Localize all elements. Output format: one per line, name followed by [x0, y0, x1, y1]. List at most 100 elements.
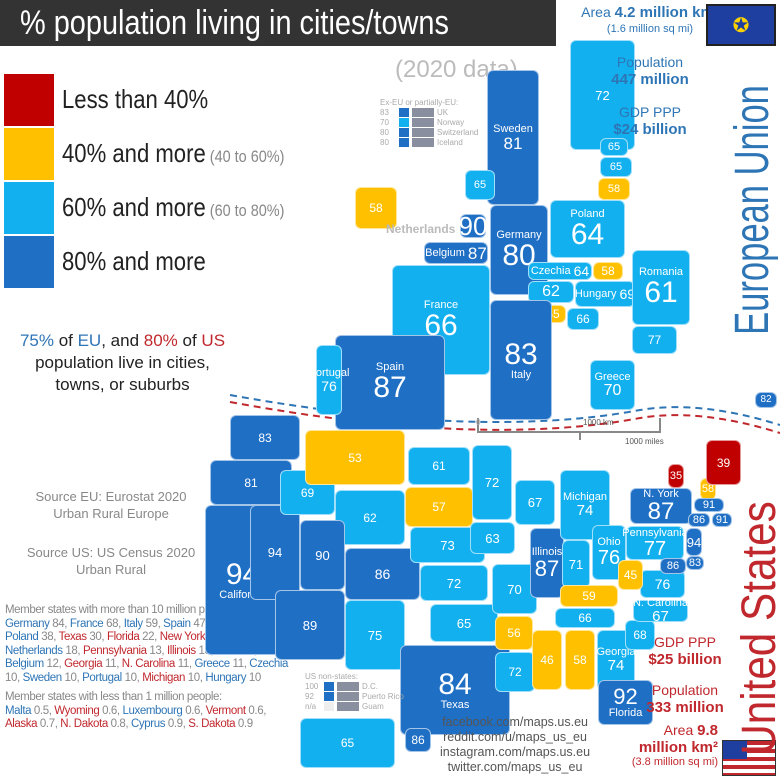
us-area-mi: (3.8 million sq mi): [631, 756, 718, 768]
eu-region-latvia: 65: [600, 157, 632, 177]
region-value: 69: [300, 485, 315, 500]
region-value: 76: [654, 576, 671, 592]
mini-row: 83 UK: [380, 108, 478, 118]
region-value: 56: [507, 626, 521, 640]
us-nonstates-legend: US non-states: 100 D.C. 92 Puerto Rico n/a Gua…: [305, 672, 404, 712]
mini-name: Puerto Rico: [362, 692, 404, 701]
member-name: N. Carolina: [121, 658, 176, 670]
region-value: 70: [603, 381, 622, 399]
eu-area-mi: (1.6 million sq mi): [606, 23, 694, 35]
source-us: Source US: US Census 2020 Urban Rural: [26, 545, 196, 577]
summary-text: 75% of EU, and 80% of US population live…: [15, 330, 230, 396]
mini-swatch: [324, 692, 334, 702]
mini-row: 92 Puerto Rico: [305, 692, 404, 702]
us-region-ks: 72: [420, 565, 488, 601]
us-region-ma: 91: [694, 498, 724, 512]
mini-name: UK: [437, 108, 449, 117]
social-link[interactable]: instagram.com/maps.us.eu: [440, 745, 591, 759]
member-name: Vermont: [205, 704, 246, 717]
region-value: 67: [527, 495, 543, 510]
eu-region-poland: Poland 64: [550, 200, 625, 258]
small-members-list: Member states with less than 1 million p…: [5, 691, 295, 732]
member-value: 0.6,: [99, 704, 123, 717]
social-link[interactable]: reddit.com/u/maps_us_eu: [443, 730, 587, 744]
list-title: Member states with more than 10 million …: [5, 604, 234, 616]
region-value: 68: [633, 628, 647, 642]
member-value: 38,: [38, 631, 59, 643]
region-value: 58: [601, 264, 615, 278]
mini-value: 70: [380, 118, 389, 127]
us-region-vt: 35: [668, 464, 684, 488]
area-label: Area: [663, 722, 698, 738]
region-name: Czechia: [530, 264, 571, 277]
member-name: N. Dakota: [60, 718, 108, 730]
region-name: Poland: [570, 207, 605, 220]
member-name: Sweden: [22, 671, 63, 684]
region-value: 58: [607, 182, 621, 195]
region-value: 94: [267, 545, 283, 560]
list-title: Member states with less than 1 million p…: [5, 691, 222, 703]
region-value: 61: [644, 276, 678, 309]
member-value: 10,: [121, 671, 143, 684]
text: of: [53, 331, 78, 350]
region-value: 45: [623, 568, 638, 582]
us-region-az: 89: [275, 590, 345, 660]
region-value: 86: [411, 733, 425, 747]
gdp-label: GDP PPP: [654, 634, 716, 650]
social-link[interactable]: twitter.com/maps_us_eu: [447, 760, 583, 774]
member-name: Texas: [58, 631, 87, 643]
social-link[interactable]: facebook.com/maps.us.eu: [442, 715, 588, 729]
text: , and: [101, 331, 144, 350]
legend-text: 40% and more: [62, 138, 206, 168]
region-value: 72: [595, 87, 610, 103]
member-name: Michigan: [142, 671, 186, 684]
member-value: 30,: [86, 631, 108, 643]
eu-region-finland: 72: [570, 40, 635, 150]
region-value: 90: [315, 547, 330, 563]
us-region-al: 58: [565, 630, 595, 690]
region-value: 69: [619, 286, 636, 302]
mini-name: Guam: [362, 702, 384, 711]
us-region-ia: 63: [470, 522, 515, 554]
flag-icon: [337, 702, 359, 712]
region-value: 81: [244, 475, 258, 490]
eu-region-ireland: 58: [355, 187, 397, 229]
region-value: 35: [669, 469, 683, 482]
mini-name: Switzerland: [437, 128, 479, 137]
us-region-ct: 86: [688, 513, 710, 527]
us-region-wi: 67: [515, 480, 555, 525]
member-value: 0.9: [235, 718, 253, 730]
region-value: 74: [576, 502, 594, 519]
region-name: Belgium: [425, 246, 465, 259]
region-value: 46: [540, 653, 554, 667]
us-region-sd: 57: [405, 487, 473, 527]
us-region-mo: 70: [492, 564, 537, 614]
eu-pop: 447 million: [611, 71, 689, 88]
eu-flag-icon: ✪: [706, 4, 776, 46]
region-name: Pennsylvania: [622, 526, 688, 539]
eu-region-hungary: Hungary 69: [575, 281, 635, 307]
us-region-ny: N. York 87: [630, 488, 692, 524]
us-region-ok: 65: [430, 604, 498, 642]
eu-area: 4.2 million km²: [614, 4, 719, 21]
mini-swatch: [399, 118, 409, 128]
source-eu: Source EU: Eurostat 2020 Urban Rural Eur…: [35, 489, 187, 521]
flag-icon: [412, 128, 434, 138]
region-value: 72: [508, 665, 522, 679]
legend-label: 80% and more: [62, 246, 206, 277]
us-region-il: Illinois 87: [530, 528, 564, 598]
eu-region-greece: Greece 70: [590, 360, 635, 410]
us-area-value: 9.8 million km²: [638, 722, 718, 756]
eu-region-portugal: Portugal 76: [309, 345, 350, 415]
region-value: 63: [485, 530, 500, 546]
scale-miles: 1000 miles: [625, 437, 664, 446]
legend-swatch-dark: [4, 236, 54, 288]
region-name: N. York: [643, 487, 679, 500]
member-name: Belgium: [5, 658, 44, 670]
mini-swatch: [399, 128, 409, 138]
us-pop: 333 million: [646, 699, 724, 716]
us-region-fl: 92 Florida: [598, 680, 653, 725]
region-name: Spain: [375, 361, 405, 373]
region-value: 64: [573, 263, 590, 279]
us-region-wy: 62: [335, 490, 405, 545]
